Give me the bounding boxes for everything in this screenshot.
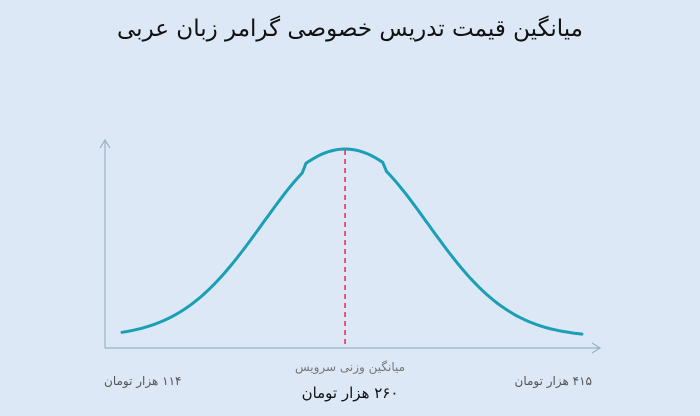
y-axis-arrow-icon: [99, 138, 111, 149]
min-price-label: ۱۱۴ هزار تومان: [104, 374, 182, 388]
distribution-curve: [120, 147, 584, 336]
chart-title: میانگین قیمت تدریس خصوصی گرامر زبان عربی: [117, 16, 583, 42]
x-axis-arrow-icon: [591, 342, 602, 354]
max-price-label: ۴۱۵ هزار تومان: [514, 374, 593, 388]
mean-caption: میانگین وزنی سرویس: [294, 360, 406, 374]
mean-price-label: ۲۶۰ هزار تومان: [301, 384, 399, 402]
